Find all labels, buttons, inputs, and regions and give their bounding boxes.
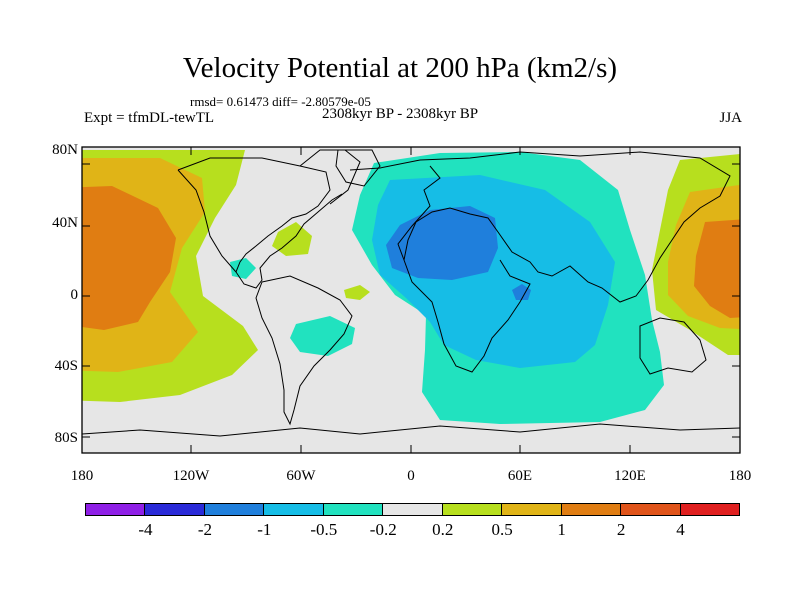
lat-label-40n: 40N — [52, 215, 78, 231]
lon-label-60w: 60W — [286, 468, 316, 484]
colorbar-label: -0.2 — [369, 520, 397, 539]
colorbar-label: -1 — [257, 520, 272, 539]
colorbar-swatch — [382, 503, 443, 516]
lon-label-180e: 180 — [728, 468, 752, 484]
colorbar-swatch — [679, 503, 740, 516]
region-pacific-west-2 — [82, 186, 176, 330]
lat-label-80n: 80N — [52, 142, 78, 158]
colorbar-swatch — [263, 503, 324, 516]
region-pacific-east-2 — [694, 219, 740, 318]
lat-label-80s: 80S — [54, 430, 78, 446]
colorbar-label: -0.5 — [310, 520, 338, 539]
lon-label-120e: 120E — [614, 468, 646, 484]
lat-label-0: 0 — [70, 287, 79, 303]
lon-label-60e: 60E — [507, 468, 533, 484]
colorbar-label: -4 — [138, 520, 153, 539]
colorbar-swatch — [441, 503, 503, 516]
region-caribbean-minus-0.2 — [230, 258, 256, 279]
experiment-label: Expt = tfmDL-tewTL — [84, 110, 215, 126]
colorbar-swatch — [560, 503, 622, 516]
colorbar-swatch — [501, 503, 562, 516]
stats-line: rmsd= 0.61473 diff= -2.80579e-05 — [190, 94, 371, 109]
lon-label-0: 0 — [407, 468, 415, 484]
lat-label-40s: 40S — [54, 358, 78, 374]
map-title: Velocity Potential at 200 hPa (km2/s) — [182, 52, 618, 84]
colorbar-label: 0.5 — [491, 520, 513, 539]
axis-ticks — [82, 147, 740, 453]
region-atlantic-0.5 — [344, 285, 370, 300]
colorbar-label: 2 — [616, 520, 626, 539]
region-south-america-minus-0.2 — [290, 316, 355, 356]
region-east-africa-minus-1 — [512, 284, 531, 300]
colorbar-label: 1 — [557, 520, 566, 539]
colorbar — [85, 503, 740, 516]
season-label: JJA — [719, 110, 742, 126]
colorbar-swatch — [85, 503, 146, 516]
colorbar-label: 0.2 — [432, 520, 454, 539]
colorbar-label: -2 — [197, 520, 212, 539]
colorbar-swatch — [322, 503, 384, 516]
colorbar-swatch — [144, 503, 205, 516]
colorbar-label: 4 — [676, 520, 685, 539]
coastlines — [82, 149, 740, 437]
lon-label-180w: 180 — [70, 468, 94, 484]
period-label: 2308kyr BP - 2308kyr BP — [322, 106, 479, 122]
colorbar-swatch — [620, 503, 681, 516]
lon-label-120w: 120W — [172, 468, 210, 484]
colorbar-swatch — [203, 503, 265, 516]
